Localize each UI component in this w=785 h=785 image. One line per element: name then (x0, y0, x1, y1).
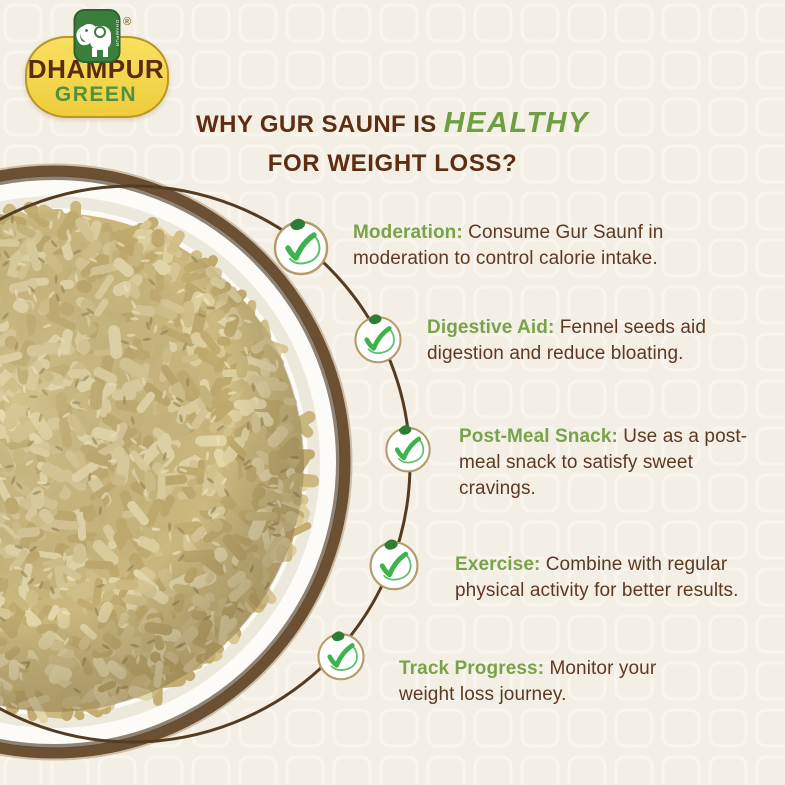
benefit-item-exercise: Exercise: Combine with regular physical a… (455, 552, 739, 604)
title-prefix: WHY GUR SAUNF IS (196, 111, 437, 138)
benefit-line: Exercise: Combine with regular (455, 552, 739, 578)
elephant-icon: DHAMPUR (73, 9, 121, 63)
check-icon (271, 216, 331, 276)
benefit-text: Monitor your (549, 658, 657, 679)
benefit-keyword: Track Progress: (399, 658, 545, 679)
title-line-2: FOR WEIGHT LOSS? (267, 150, 518, 177)
check-icon (315, 629, 367, 681)
benefit-item-track-progress: Track Progress: Monitor your weight loss … (399, 656, 656, 708)
benefit-line: Moderation: Consume Gur Saunf in (353, 220, 663, 246)
title-line-1: WHY GUR SAUNF IS HEALTHY (0, 106, 785, 145)
benefit-line: physical activity for better results. (455, 580, 739, 601)
benefit-text: Fennel seeds aid (559, 317, 707, 338)
check-icon (352, 312, 404, 364)
benefit-line: Post-Meal Snack: Use as a post- (459, 424, 747, 450)
benefit-item-post-meal-snack: Post-Meal Snack: Use as a post- meal snac… (459, 424, 747, 502)
page-title: WHY GUR SAUNF IS HEALTHY FOR WEIGHT LOSS? (0, 106, 785, 181)
title-highlight: HEALTHY (443, 107, 589, 139)
benefit-line: cravings. (459, 478, 536, 499)
benefit-item-moderation: Moderation: Consume Gur Saunf in moderati… (353, 220, 663, 272)
brand-logo: DHAMPUR GREEN DHAMPUR ® (24, 8, 186, 120)
check-icon (367, 537, 421, 591)
benefit-line: meal snack to satisfy sweet (459, 452, 693, 473)
registered-trademark: ® (123, 16, 132, 28)
benefit-keyword: Moderation: (353, 222, 463, 243)
benefit-item-digestive-aid: Digestive Aid: Fennel seeds aid digestion… (427, 315, 706, 367)
benefit-text: Combine with regular (545, 554, 728, 575)
benefit-line: digestion and reduce bloating. (427, 343, 684, 364)
benefit-keyword: Post-Meal Snack: (459, 426, 618, 447)
check-icon (383, 423, 433, 473)
benefit-line: Digestive Aid: Fennel seeds aid (427, 315, 706, 341)
benefit-keyword: Exercise: (455, 554, 541, 575)
benefit-keyword: Digestive Aid: (427, 317, 555, 338)
benefit-line: weight loss journey. (399, 684, 567, 705)
benefit-text: Use as a post- (623, 426, 748, 447)
brand-subname: GREEN (54, 83, 138, 106)
benefit-line: moderation to control calorie intake. (353, 248, 658, 269)
elephant-vertical-label: DHAMPUR (115, 20, 120, 47)
benefit-text: Consume Gur Saunf in (468, 222, 664, 243)
benefit-line: Track Progress: Monitor your (399, 656, 656, 682)
